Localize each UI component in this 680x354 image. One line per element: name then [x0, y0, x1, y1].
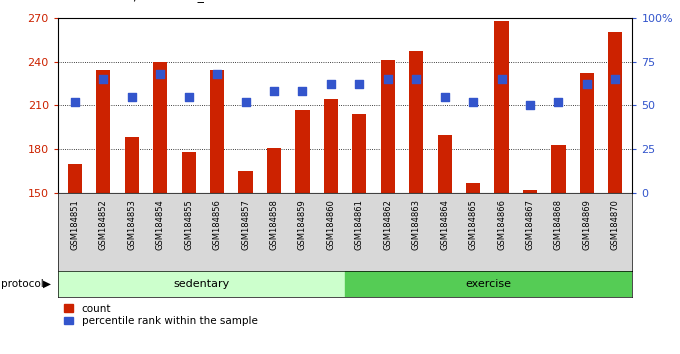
- Bar: [494, 21, 509, 193]
- Point: [468, 99, 479, 105]
- Text: GSM184868: GSM184868: [554, 199, 563, 250]
- Text: GDS3134 / 1384860_at: GDS3134 / 1384860_at: [71, 0, 217, 2]
- Bar: [153, 62, 167, 193]
- Text: GSM184854: GSM184854: [156, 199, 165, 250]
- Bar: [58, 271, 345, 297]
- Text: GSM184862: GSM184862: [384, 199, 392, 250]
- Bar: [437, 135, 452, 193]
- Bar: [551, 145, 566, 193]
- Bar: [182, 152, 196, 193]
- Point: [155, 71, 166, 76]
- Bar: [68, 164, 82, 193]
- Text: GSM184855: GSM184855: [184, 199, 193, 250]
- Bar: [381, 60, 395, 193]
- Bar: [295, 110, 309, 193]
- Bar: [124, 137, 139, 193]
- Point: [326, 81, 337, 87]
- Bar: [409, 51, 424, 193]
- Point: [411, 76, 422, 82]
- Bar: [466, 183, 480, 193]
- Text: GSM184856: GSM184856: [213, 199, 222, 250]
- Bar: [580, 73, 594, 193]
- Bar: [608, 32, 622, 193]
- Point: [354, 81, 364, 87]
- Text: GSM184864: GSM184864: [440, 199, 449, 250]
- Text: GSM184870: GSM184870: [611, 199, 620, 250]
- Text: GSM184857: GSM184857: [241, 199, 250, 250]
- Point: [211, 71, 222, 76]
- Text: ▶: ▶: [43, 279, 51, 289]
- Text: protocol: protocol: [1, 279, 44, 289]
- Bar: [239, 171, 253, 193]
- Bar: [352, 114, 367, 193]
- Bar: [96, 70, 110, 193]
- Text: GSM184858: GSM184858: [269, 199, 279, 250]
- Text: GSM184860: GSM184860: [326, 199, 335, 250]
- Bar: [267, 148, 281, 193]
- Point: [581, 81, 592, 87]
- Text: GSM184869: GSM184869: [582, 199, 592, 250]
- Text: GSM184861: GSM184861: [355, 199, 364, 250]
- Point: [610, 76, 621, 82]
- Bar: [324, 99, 338, 193]
- Text: exercise: exercise: [466, 279, 512, 289]
- Point: [183, 94, 194, 99]
- Text: GSM184867: GSM184867: [526, 199, 534, 250]
- Point: [240, 99, 251, 105]
- Text: GSM184853: GSM184853: [127, 199, 136, 250]
- Legend: count, percentile rank within the sample: count, percentile rank within the sample: [63, 303, 258, 327]
- Point: [69, 99, 80, 105]
- Text: GSM184851: GSM184851: [70, 199, 80, 250]
- Text: GSM184865: GSM184865: [469, 199, 477, 250]
- Text: GSM184863: GSM184863: [411, 199, 421, 250]
- Point: [382, 76, 393, 82]
- Bar: [523, 190, 537, 193]
- Text: GSM184859: GSM184859: [298, 199, 307, 250]
- Point: [496, 76, 507, 82]
- Text: GSM184852: GSM184852: [99, 199, 108, 250]
- Point: [98, 76, 109, 82]
- Bar: [345, 271, 632, 297]
- Point: [126, 94, 137, 99]
- Text: sedentary: sedentary: [173, 279, 230, 289]
- Text: GSM184866: GSM184866: [497, 199, 506, 250]
- Point: [553, 99, 564, 105]
- Point: [439, 94, 450, 99]
- Point: [297, 88, 308, 94]
- Bar: [210, 70, 224, 193]
- Point: [524, 103, 535, 108]
- Point: [269, 88, 279, 94]
